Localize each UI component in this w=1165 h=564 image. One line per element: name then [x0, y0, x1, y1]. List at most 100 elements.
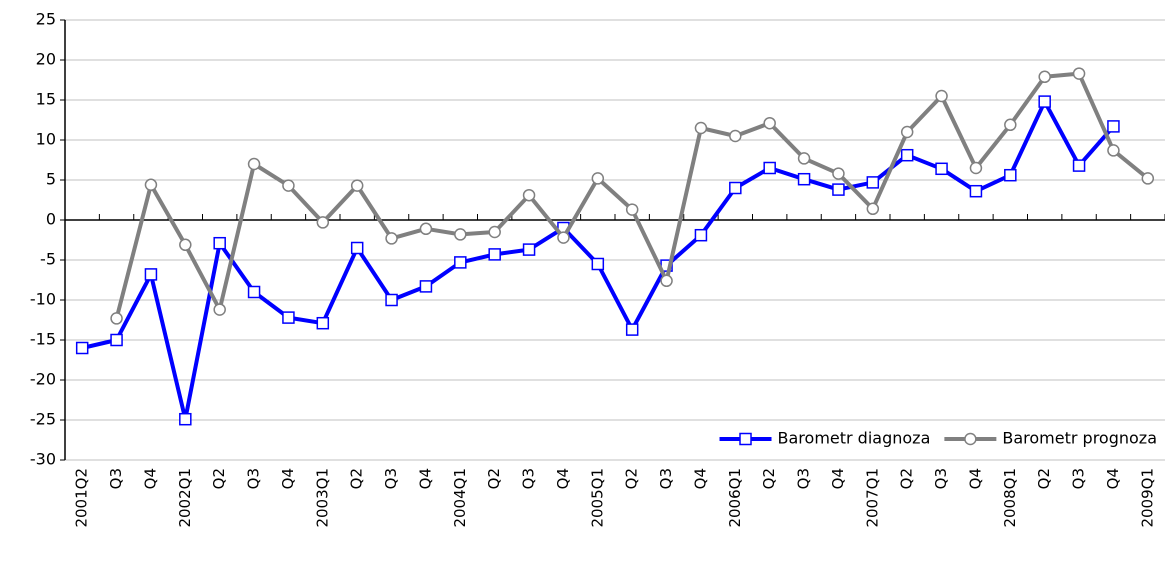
- point: [729, 129, 742, 143]
- point: [694, 121, 708, 135]
- x-tick-label: Q4: [279, 468, 297, 489]
- point: [522, 243, 536, 256]
- point: [763, 116, 776, 130]
- x-tick-label: Q3: [932, 468, 950, 489]
- point: [454, 228, 467, 241]
- point: [625, 323, 639, 336]
- y-tick-label: -10: [30, 290, 56, 309]
- point: [179, 238, 192, 252]
- legend-label: Barometr diagnoza: [778, 429, 931, 448]
- y-tick-label: 10: [36, 130, 56, 149]
- point: [316, 316, 330, 330]
- point: [557, 231, 570, 244]
- x-tick-label: Q4: [829, 468, 847, 489]
- point: [488, 225, 501, 239]
- point: [591, 172, 605, 185]
- point: [213, 303, 226, 316]
- point: [1038, 95, 1051, 108]
- point: [900, 125, 914, 139]
- point: [866, 202, 880, 216]
- point: [179, 412, 192, 426]
- x-tick-label: Q4: [1104, 468, 1122, 489]
- point: [454, 256, 467, 269]
- x-tick-label: Q2: [760, 468, 778, 489]
- point: [419, 280, 433, 293]
- point: [729, 181, 742, 195]
- series-line: [114, 71, 1150, 319]
- y-tick-label: 0: [46, 210, 56, 229]
- x-tick-label: Q4: [554, 468, 572, 489]
- point: [832, 183, 845, 196]
- legend-label: Barometr prognoza: [1002, 429, 1157, 448]
- legend-item: Barometr prognoza: [944, 429, 1157, 448]
- x-tick-label: 2006Q1: [726, 468, 744, 528]
- x-tick-label: Q3: [1070, 468, 1088, 489]
- legend: Barometr diagnoza Barometr prognoza: [709, 422, 1165, 456]
- x-tick-label: Q2: [210, 468, 228, 489]
- x-tick-label: Q2: [1035, 468, 1053, 489]
- x-tick-label: 2002Q1: [176, 468, 194, 528]
- x-tick-label: 2003Q1: [313, 468, 331, 528]
- point: [1107, 120, 1120, 133]
- x-tick-label: 2005Q1: [588, 468, 606, 528]
- x-tick-label: Q3: [657, 468, 675, 489]
- point: [247, 157, 261, 171]
- point: [935, 162, 948, 176]
- x-tick-label: Q2: [898, 468, 916, 489]
- y-tick-label: -5: [40, 250, 56, 269]
- x-tick-label: Q2: [623, 468, 641, 489]
- point: [969, 184, 983, 198]
- point: [1141, 172, 1155, 185]
- point: [385, 232, 398, 245]
- x-tick-label: 2009Q1: [1138, 468, 1156, 528]
- y-tick-label: 15: [36, 90, 56, 109]
- x-tick-label: Q2: [348, 468, 366, 489]
- point: [832, 167, 845, 180]
- x-tick-label: Q3: [245, 468, 263, 489]
- legend-marker: [964, 432, 977, 446]
- point: [900, 148, 914, 162]
- legend-item: Barometr diagnoza: [719, 429, 931, 448]
- x-tick-label: 2007Q1: [863, 468, 881, 528]
- y-tick-label: 25: [36, 10, 56, 29]
- y-tick-label: -30: [30, 450, 56, 469]
- x-tick-label: Q3: [795, 468, 813, 489]
- point: [75, 341, 89, 355]
- point: [110, 312, 123, 325]
- x-tick-label: Q4: [966, 468, 984, 489]
- point: [350, 241, 364, 255]
- point: [1038, 70, 1051, 84]
- point: [763, 161, 776, 175]
- y-tick-label: -25: [30, 410, 56, 429]
- point: [385, 293, 398, 307]
- point: [1107, 144, 1120, 157]
- point: [797, 152, 811, 165]
- x-tick-label: 2008Q1: [1001, 468, 1019, 528]
- point: [110, 333, 123, 347]
- y-tick-label: 20: [36, 50, 56, 69]
- x-tick-label: 2004Q1: [451, 468, 469, 528]
- x-tick-label: Q4: [691, 468, 709, 489]
- y-tick-label: 5: [46, 170, 56, 189]
- y-tick-label: -20: [30, 370, 56, 389]
- x-tick-label: Q4: [141, 468, 159, 489]
- point: [969, 161, 983, 175]
- point: [1004, 168, 1017, 182]
- point: [419, 222, 433, 236]
- point: [488, 248, 501, 261]
- point: [316, 216, 330, 229]
- y-tick-label: -15: [30, 330, 56, 349]
- point: [591, 257, 605, 271]
- point: [1072, 159, 1086, 172]
- point: [660, 274, 673, 288]
- x-tick-label: Q3: [382, 468, 400, 489]
- x-tick-label: Q4: [416, 468, 434, 489]
- x-tick-label: 2001Q2: [73, 468, 91, 528]
- point: [247, 285, 261, 299]
- point: [1072, 67, 1086, 80]
- point: [1004, 118, 1017, 132]
- x-tick-label: Q2: [485, 468, 503, 489]
- x-tick-label: Q3: [107, 468, 125, 489]
- point: [282, 311, 295, 324]
